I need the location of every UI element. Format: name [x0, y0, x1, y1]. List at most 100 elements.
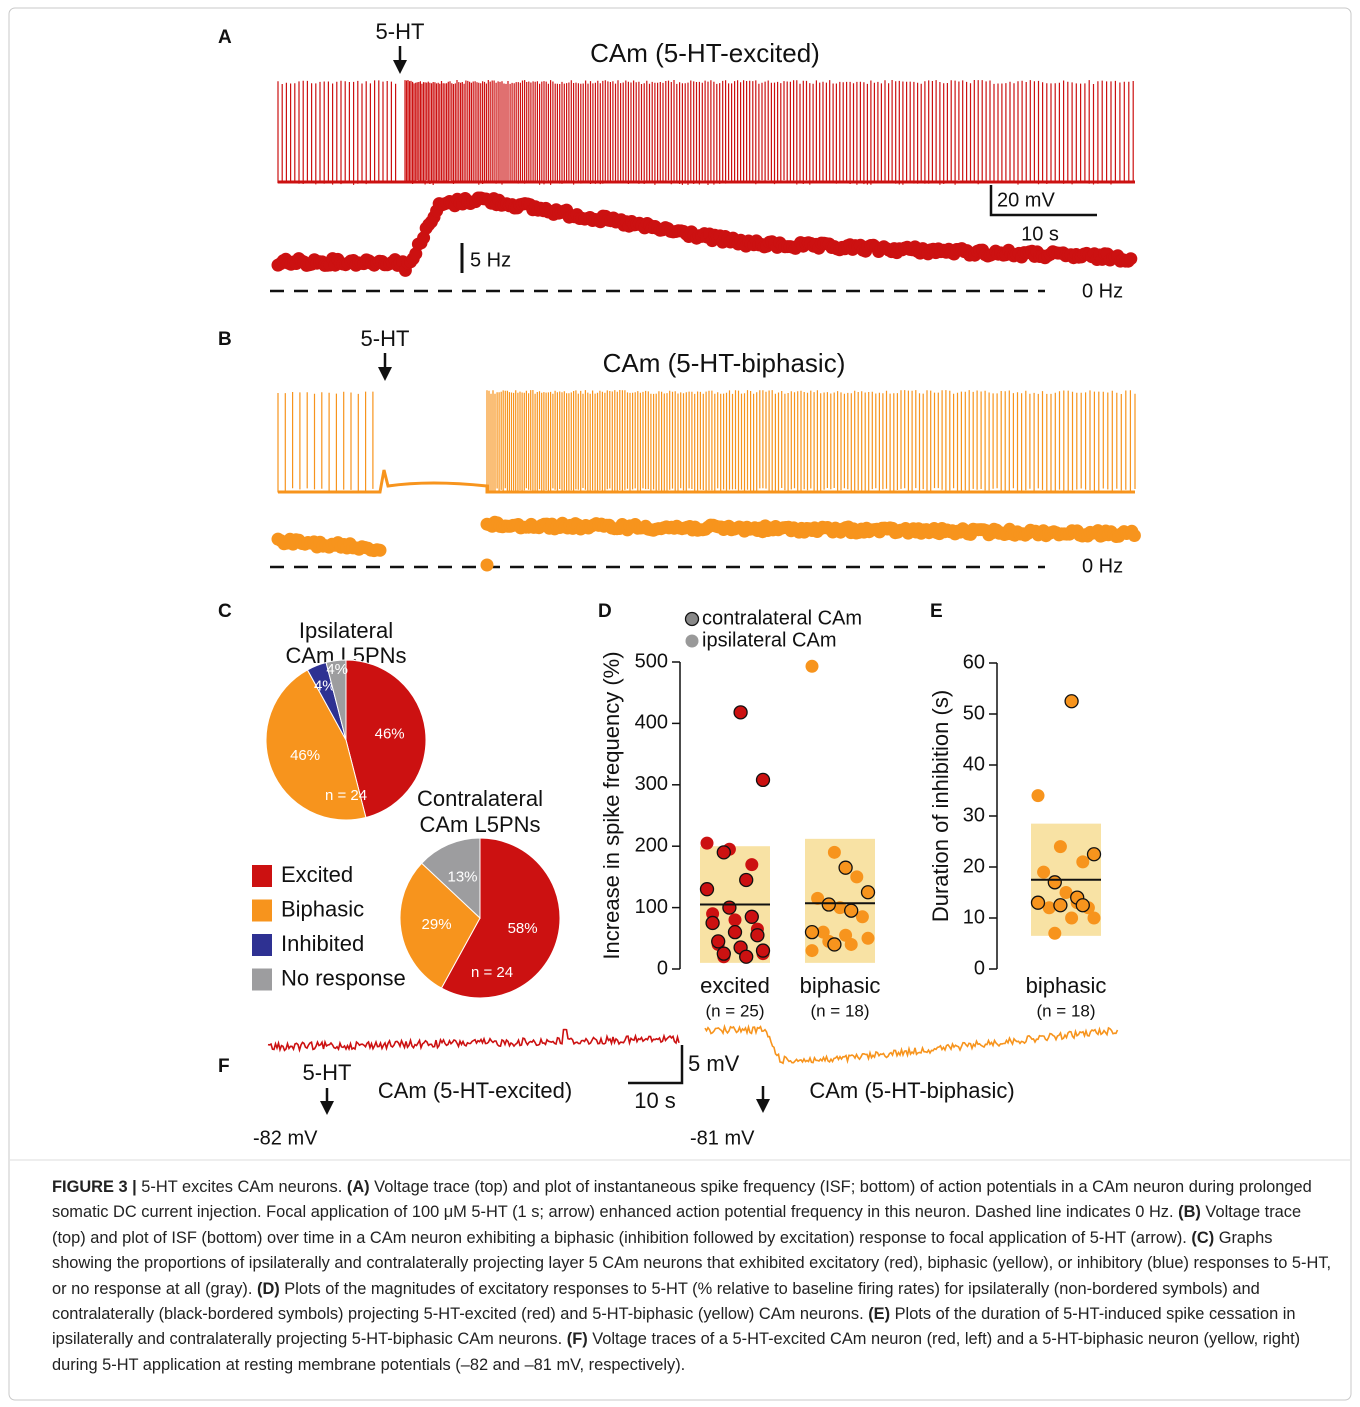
- voltage-trace: [277, 390, 1136, 493]
- slice-label: 58%: [508, 920, 538, 937]
- voltage-trace: [277, 80, 1134, 185]
- data-point: [1076, 855, 1090, 869]
- data-point: [1086, 847, 1102, 862]
- data-point: [1030, 895, 1046, 910]
- panel-label: E: [930, 601, 943, 622]
- y-tick-label: 0: [974, 957, 985, 979]
- scale-label: 5 mV: [688, 1051, 740, 1076]
- trace-title: CAm (5-HT-excited): [378, 1078, 572, 1103]
- data-point: [1037, 865, 1051, 879]
- n-label: (n = 18): [1036, 1001, 1095, 1020]
- data-point: [744, 909, 759, 924]
- legend-swatch: [252, 968, 272, 991]
- voltage-trace: [704, 1023, 1119, 1065]
- legend-label: No response: [281, 965, 406, 990]
- y-tick-label: 100: [635, 896, 668, 918]
- data-point: [739, 872, 754, 888]
- vm-label: -82 mV: [253, 1127, 318, 1149]
- data-point: [1059, 886, 1073, 899]
- data-point: [827, 937, 842, 952]
- data-point: [722, 900, 737, 915]
- data-point: [739, 949, 754, 964]
- data-point: [727, 925, 743, 940]
- data-point: [1053, 898, 1068, 913]
- caption-segment: Voltage trace (top) and plot of instanta…: [52, 1178, 1312, 1222]
- data-point: [838, 860, 853, 875]
- caption: FIGURE 3 | 5-HT excites CAm neurons. (A)…: [52, 1175, 1337, 1378]
- caption-segment: Voltage trace (top) and plot of ISF (bot…: [52, 1203, 1302, 1247]
- legend-label: Inhibited: [281, 931, 364, 956]
- data-point: [860, 885, 876, 900]
- slice-label: 29%: [422, 916, 452, 933]
- data-point: [728, 913, 742, 927]
- pie-slice: [325, 659, 347, 741]
- caption-segment: 5-HT excites CAm neurons.: [136, 1178, 347, 1196]
- y-tick-label: 0: [657, 957, 668, 979]
- legend-marker: [684, 611, 700, 627]
- arrow-head: [320, 1101, 334, 1115]
- y-axis-label: Duration of inhibition (s): [928, 690, 953, 922]
- legend-label: Biphasic: [281, 896, 364, 921]
- n-label: (n = 25): [705, 1001, 764, 1020]
- pie-slice: [440, 837, 561, 999]
- trace-f: [267, 1023, 1119, 1065]
- caption-segment: (B): [1178, 1203, 1201, 1222]
- data-point: [700, 836, 714, 850]
- data-point: [811, 891, 825, 905]
- data-point: [1075, 898, 1090, 913]
- caption-segment: Plots of the duration of 5-HT-induced sp…: [52, 1305, 1296, 1349]
- y-tick-label: 300: [635, 773, 668, 795]
- caption-segment: (D): [256, 1279, 280, 1298]
- scale-label: 20 mV: [997, 189, 1055, 211]
- data-point: [716, 946, 731, 961]
- data-point: [1042, 901, 1056, 915]
- data-point: [821, 897, 836, 912]
- trace-title: CAm (5-HT-biphasic): [603, 348, 846, 378]
- data-point: [1053, 840, 1067, 854]
- panel-label: F: [218, 1056, 230, 1077]
- y-tick-label: 400: [635, 712, 668, 734]
- pie-title: Ipsilateral: [299, 618, 393, 643]
- data-point: [844, 903, 859, 918]
- data-point: [855, 910, 869, 924]
- caption-segment: (F): [566, 1330, 588, 1349]
- isf-dot: [480, 558, 494, 572]
- data-point: [833, 901, 847, 915]
- trace-title: CAm (5-HT-excited): [590, 38, 820, 68]
- caption-segment: (E): [868, 1305, 891, 1324]
- y-tick-label: 500: [635, 650, 668, 672]
- scale-bar: [989, 185, 1097, 217]
- legend-swatch: [252, 934, 272, 956]
- x-tick-label: excited: [700, 973, 770, 998]
- voltage-trace: [267, 1028, 680, 1053]
- drug-label: 5-HT: [303, 1060, 352, 1085]
- pie-title: CAm L5PNs: [419, 812, 540, 837]
- legend-label: Excited: [281, 862, 353, 887]
- caption-segment: Voltage traces of a 5-HT-excited CAm neu…: [52, 1330, 1301, 1374]
- legend-swatch: [252, 899, 272, 922]
- caption-segment: Plots of the magnitudes of excitatory re…: [52, 1279, 1260, 1324]
- arrow-head: [378, 367, 392, 381]
- drug-label: 5-HT: [376, 19, 425, 44]
- trace-title: CAm (5-HT-biphasic): [809, 1078, 1014, 1103]
- y-tick-label: 40: [963, 753, 985, 775]
- data-point: [850, 870, 864, 884]
- x-tick-label: biphasic: [800, 973, 881, 998]
- trace-a: [271, 80, 1138, 277]
- data-point: [705, 915, 720, 931]
- slice-label: 46%: [290, 747, 320, 764]
- zero-label: 0 Hz: [1082, 555, 1123, 577]
- x-tick-label: biphasic: [1026, 973, 1107, 998]
- scale-label: 5 Hz: [470, 249, 511, 271]
- slice-label: 46%: [375, 725, 405, 742]
- caption-segment: Graphs showing the proportions of ipsila…: [52, 1228, 1332, 1298]
- frame: [8, 7, 1352, 1401]
- arrow-head: [756, 1099, 770, 1113]
- legend-label: contralateral CAm: [702, 607, 862, 629]
- data-point: [1031, 789, 1045, 803]
- data-point: [1047, 875, 1062, 890]
- data-point: [1087, 911, 1101, 925]
- pie-slice: [265, 669, 367, 821]
